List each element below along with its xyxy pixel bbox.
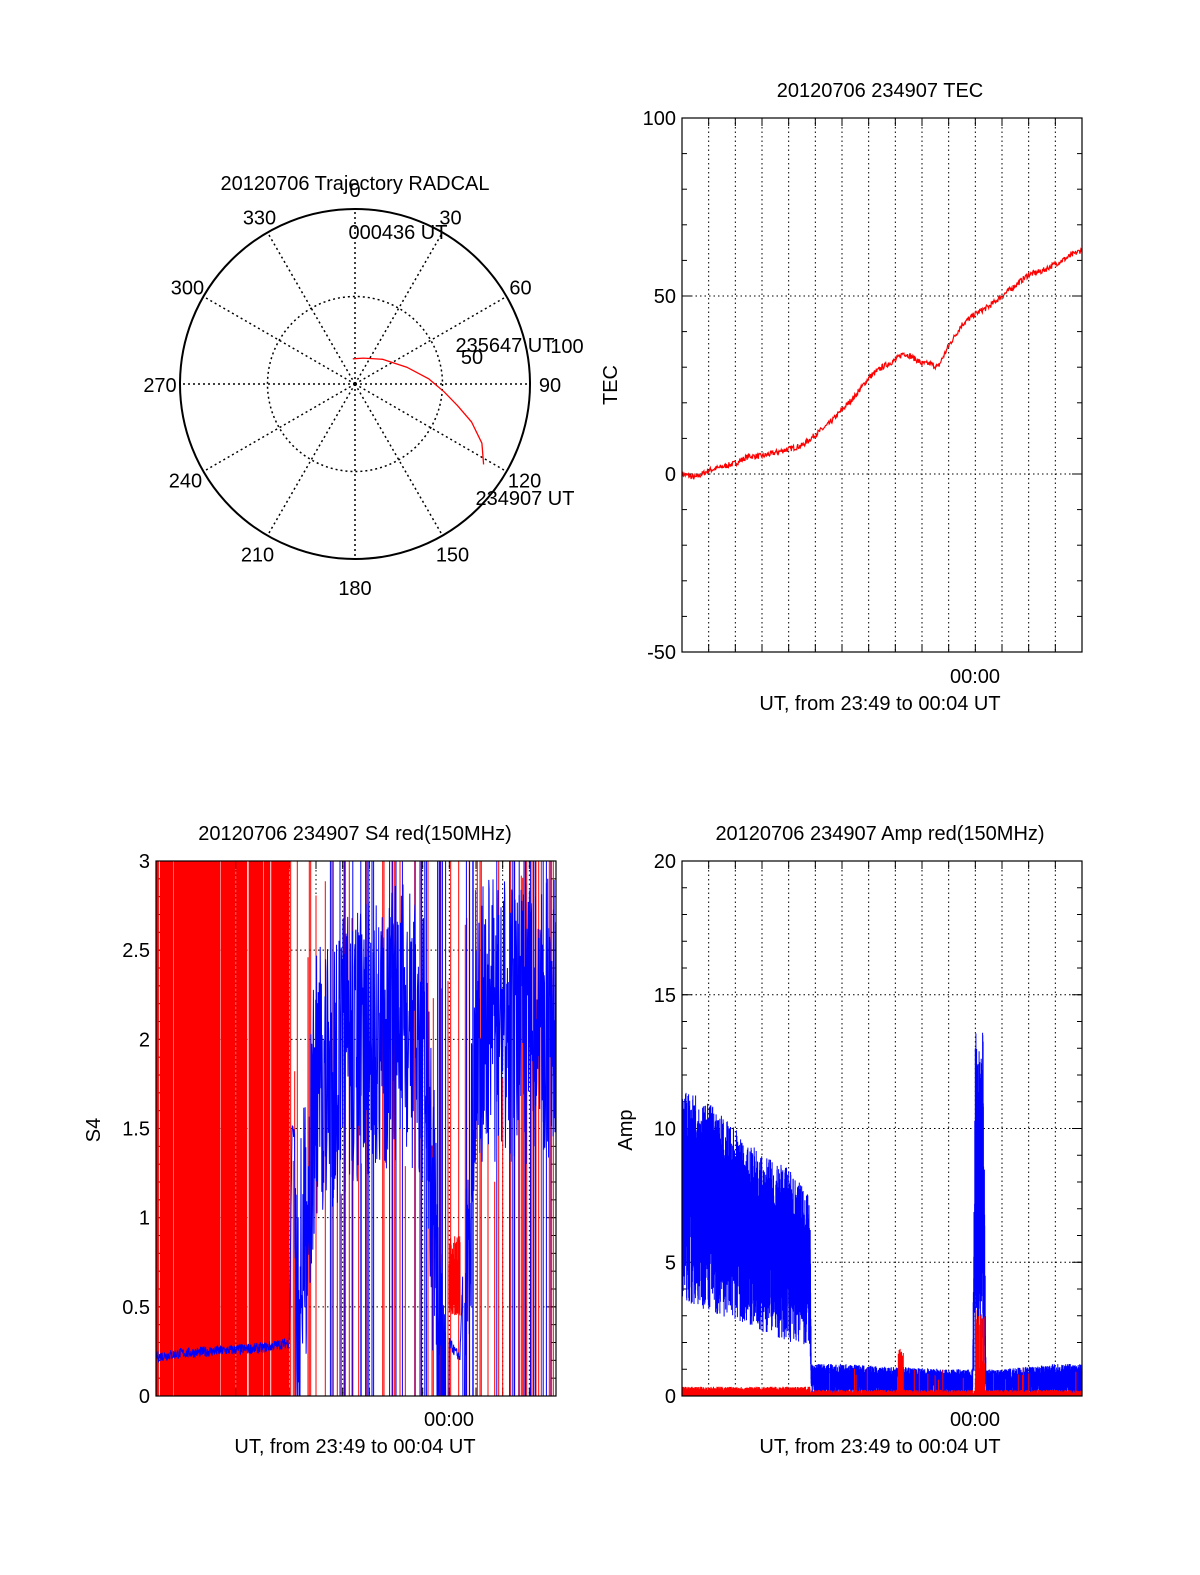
s4-red-burst (448, 1236, 461, 1316)
s4-blue-series (155, 878, 557, 1397)
amp-plot-area: 0 5 10 15 20 (654, 851, 1083, 1408)
polar-ring-label: 100 (550, 336, 583, 358)
polar-spoke (203, 383, 356, 473)
polar-time-label: 235647 UT (456, 335, 555, 357)
polar-azimuth-label: 270 (143, 375, 176, 397)
tec-frame (681, 117, 1083, 653)
s4-xlabel: UT, from 23:49 to 00:04 UT (234, 1436, 475, 1458)
tec-xlabel: UT, from 23:49 to 00:04 UT (759, 693, 1000, 715)
polar-time-label: 234907 UT (476, 488, 575, 510)
s4-xtick-label: 00:00 (424, 1409, 474, 1431)
polar-spoke (266, 383, 356, 536)
tec-plot-area: -50 0 50 100 (643, 108, 1083, 664)
polar-azimuth-label: 120 (508, 471, 541, 493)
polar-grid (179, 208, 531, 560)
polar-panel: 20120706 Trajectory RADCAL 0 30 60 90 120 150… (143, 173, 583, 600)
tec-xtick-label: 00:00 (950, 666, 1000, 688)
polar-spoke (354, 295, 507, 385)
polar-ring-label: 50 (461, 347, 483, 369)
polar-spoke (354, 232, 444, 385)
polar-spoke (354, 383, 507, 473)
s4-ytick-label: 2.5 (122, 940, 150, 962)
s4-ytick-label: 0 (139, 1386, 150, 1408)
amp-frame (681, 860, 1083, 1397)
amp-xlabel: UT, from 23:49 to 00:04 UT (759, 1436, 1000, 1458)
tec-ytick-label: 0 (665, 464, 676, 486)
s4-blue-spikes (329, 861, 552, 1396)
amp-panel: 20120706 234907 Amp red(150MHz) 0 5 10 15 20… (615, 823, 1083, 1458)
polar-title: 20120706 Trajectory RADCAL (220, 173, 489, 195)
polar-azimuth-label: 150 (436, 545, 469, 567)
s4-panel: 20120706 234907 S4 red(150MHz) 0 0.5 1 1.5 2… (83, 823, 557, 1458)
tec-ytick-label: 100 (643, 108, 676, 130)
polar-azimuth-label: 0 (349, 180, 360, 202)
polar-azimuth-label: 180 (338, 578, 371, 600)
amp-ylabel: Amp (615, 1109, 637, 1150)
s4-frame (155, 860, 557, 1397)
amp-ytick-label: 20 (654, 851, 676, 873)
amp-ytick-label: 10 (654, 1119, 676, 1141)
amp-title: 20120706 234907 Amp red(150MHz) (715, 823, 1044, 845)
polar-azimuth-labels: 0 30 60 90 120 150 180 210 240 270 300 330 50 100 (143, 180, 583, 600)
s4-ytick-label: 2 (139, 1029, 150, 1051)
polar-trajectory-line (352, 357, 485, 465)
tec-ytick-label: -50 (647, 642, 676, 664)
amp-ytick-label: 5 (665, 1252, 676, 1274)
polar-azimuth-label: 240 (169, 471, 202, 493)
amp-ytick-label: 0 (665, 1386, 676, 1408)
s4-title: 20120706 234907 S4 red(150MHz) (198, 823, 512, 845)
amp-xtick-label: 00:00 (950, 1409, 1000, 1431)
tec-series-line (681, 247, 1083, 480)
polar-azimuth-label: 30 (439, 207, 461, 229)
polar-ring-50 (266, 295, 444, 473)
s4-ytick-label: 3 (139, 851, 150, 873)
amp-ytick-label: 15 (654, 985, 676, 1007)
s4-ytick-label: 0.5 (122, 1297, 150, 1319)
polar-azimuth-label: 330 (243, 207, 276, 229)
polar-azimuth-label: 60 (509, 278, 531, 300)
polar-spoke (354, 383, 444, 536)
polar-trajectory: 000436 UT 235647 UT 234907 UT (349, 222, 575, 510)
tec-ytick-label: 50 (654, 286, 676, 308)
polar-time-label: 000436 UT (349, 222, 448, 244)
tec-ylabel: TEC (600, 365, 622, 405)
s4-plot-area: 0 0.5 1 1.5 2 2.5 3 (122, 851, 557, 1408)
polar-spoke (266, 232, 356, 385)
polar-spoke (203, 295, 356, 385)
polar-azimuth-label: 300 (171, 278, 204, 300)
polar-azimuth-label: 90 (539, 375, 561, 397)
polar-outer-circle (179, 208, 531, 560)
s4-ytick-label: 1 (139, 1208, 150, 1230)
s4-ytick-label: 1.5 (122, 1119, 150, 1141)
polar-azimuth-label: 210 (241, 545, 274, 567)
tec-title: 20120706 234907 TEC (777, 80, 983, 102)
s4-ylabel: S4 (83, 1118, 105, 1142)
